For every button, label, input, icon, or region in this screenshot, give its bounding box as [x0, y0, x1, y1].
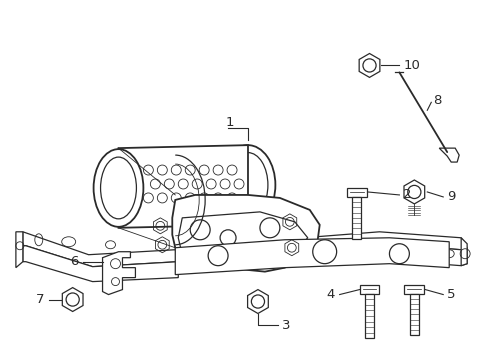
Polygon shape — [461, 238, 467, 266]
Text: 2: 2 — [403, 188, 412, 202]
Text: 4: 4 — [326, 288, 335, 301]
Bar — [346, 188, 367, 197]
Polygon shape — [23, 232, 178, 267]
Polygon shape — [119, 145, 248, 228]
Polygon shape — [23, 246, 178, 282]
Text: 6: 6 — [70, 255, 78, 268]
Text: 7: 7 — [36, 293, 45, 306]
Ellipse shape — [220, 145, 275, 225]
Polygon shape — [16, 232, 23, 268]
Polygon shape — [175, 238, 449, 275]
Text: 5: 5 — [447, 288, 456, 301]
Polygon shape — [278, 244, 467, 268]
Text: 8: 8 — [433, 94, 441, 107]
Bar — [352, 197, 361, 239]
Text: 3: 3 — [282, 319, 291, 332]
Text: 1: 1 — [226, 116, 234, 129]
Bar — [410, 293, 419, 336]
Polygon shape — [175, 210, 248, 232]
Polygon shape — [439, 148, 459, 162]
Bar — [404, 285, 424, 293]
Text: 10: 10 — [403, 59, 420, 72]
Bar — [365, 293, 374, 338]
Text: 9: 9 — [447, 190, 456, 203]
Ellipse shape — [94, 149, 144, 227]
Bar — [360, 285, 379, 293]
Polygon shape — [278, 232, 467, 252]
Polygon shape — [102, 252, 135, 294]
Polygon shape — [172, 195, 319, 272]
